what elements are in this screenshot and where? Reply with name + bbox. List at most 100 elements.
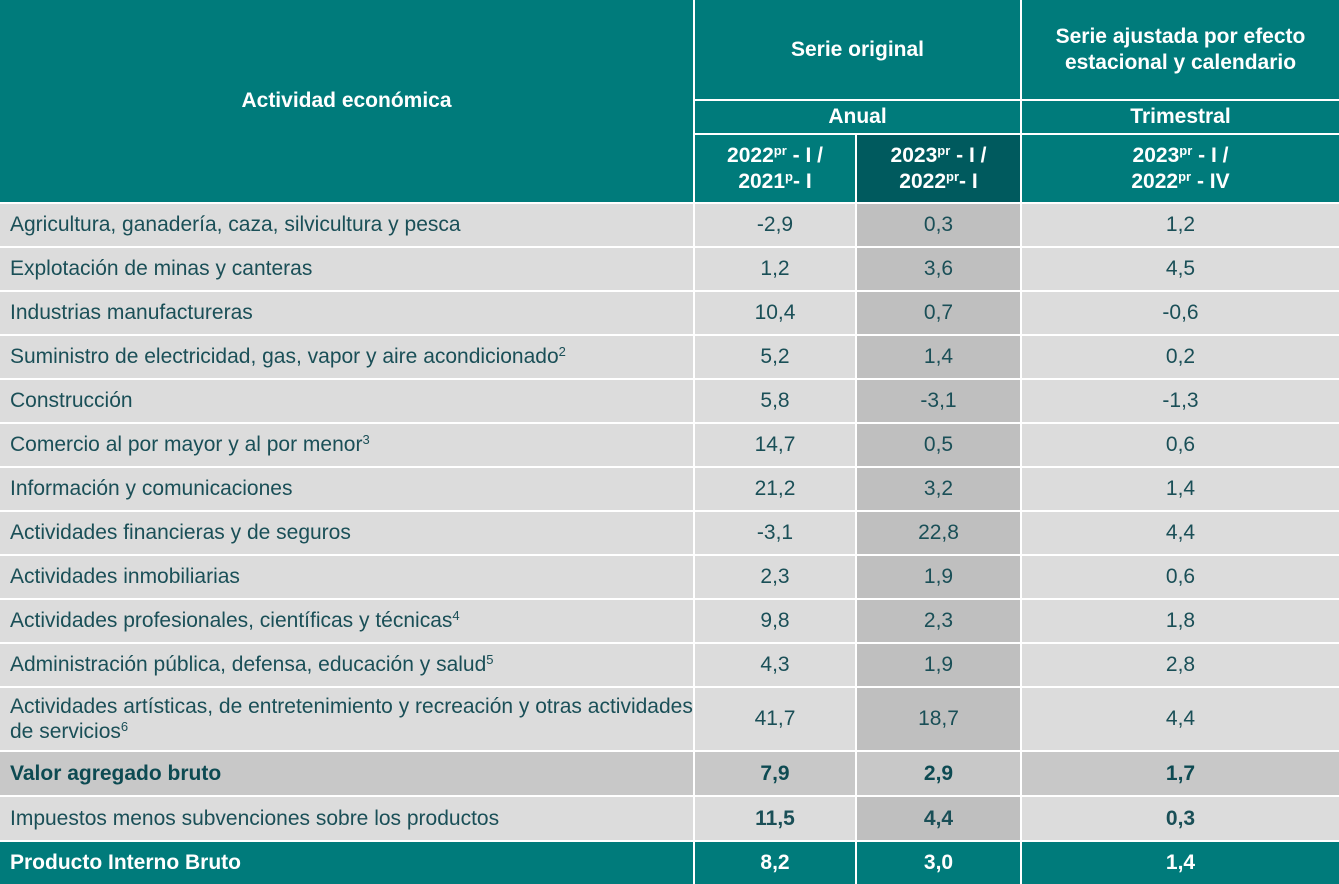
value-cell: 21,2: [695, 468, 855, 510]
value-cell: 2,9: [857, 752, 1020, 795]
row-label: Actividades inmobiliarias: [0, 556, 693, 598]
footnote-ref: 4: [452, 608, 460, 624]
value-cell: 9,8: [695, 600, 855, 642]
value-cell: 0,3: [1022, 797, 1339, 840]
value-cell: 1,9: [857, 644, 1020, 686]
value-cell: 1,9: [857, 556, 1020, 598]
value-cell: -0,6: [1022, 292, 1339, 334]
label-text: Suministro de electricidad, gas, vapor y…: [10, 344, 566, 369]
value-cell: 2,3: [695, 556, 855, 598]
footnote-ref: 5: [486, 652, 494, 668]
value-cell: 4,3: [695, 644, 855, 686]
value-cell: 1,7: [1022, 752, 1339, 795]
value-cell: 3,2: [857, 468, 1020, 510]
value-cell: 2,3: [857, 600, 1020, 642]
value-cell: 0,7: [857, 292, 1020, 334]
label-text: Construcción: [10, 389, 133, 413]
value-cell: -2,9: [695, 204, 855, 246]
value-cell: 4,4: [857, 797, 1020, 840]
superscript: pr: [1179, 143, 1193, 159]
value-cell: 10,4: [695, 292, 855, 334]
value-cell: 1,2: [1022, 204, 1339, 246]
value-cell: 41,7: [695, 688, 855, 750]
row-label: Producto Interno Bruto: [0, 842, 693, 884]
label-text: Actividades profesionales, científicas y…: [10, 608, 460, 633]
superscript: p: [785, 168, 793, 184]
label-text: Agricultura, ganadería, caza, silvicultu…: [10, 213, 461, 237]
row-label: Actividades artísticas, de entretenimien…: [0, 688, 693, 750]
value-cell: 1,4: [1022, 468, 1339, 510]
value-cell: 0,6: [1022, 424, 1339, 466]
value-cell: 0,5: [857, 424, 1020, 466]
value-cell: 14,7: [695, 424, 855, 466]
label-text: Actividades inmobiliarias: [10, 565, 240, 589]
value-cell: 5,8: [695, 380, 855, 422]
value-cell: 1,2: [695, 248, 855, 290]
header-text: 2022: [727, 144, 774, 168]
annual-header: Anual: [695, 101, 1020, 133]
value-cell: 1,4: [857, 336, 1020, 378]
activity-header: Actividad económica: [0, 0, 693, 202]
value-cell: 0,6: [1022, 556, 1339, 598]
original-header: Serie original: [695, 0, 1020, 99]
header-text: 2023: [1132, 144, 1180, 168]
row-label: Explotación de minas y canteras: [0, 248, 693, 290]
value-cell: 1,8: [1022, 600, 1339, 642]
row-label: Construcción: [0, 380, 693, 422]
header-text: 2022: [899, 169, 946, 193]
value-cell: 3,6: [857, 248, 1020, 290]
footnote-ref: 6: [120, 718, 129, 734]
header-line: 2023pr - I /: [891, 143, 987, 168]
value-cell: 3,0: [857, 842, 1020, 884]
value-cell: 1,4: [1022, 842, 1339, 884]
label-text: Impuestos menos subvenciones sobre los p…: [10, 806, 500, 830]
column-header: 2023pr - I /2022pr- I: [857, 135, 1020, 202]
label-text: Actividades artísticas, de entretenimien…: [10, 694, 693, 743]
value-cell: -1,3: [1022, 380, 1339, 422]
value-cell: -3,1: [857, 380, 1020, 422]
value-cell: 8,2: [695, 842, 855, 884]
header-text: - IV: [1191, 169, 1230, 193]
value-cell: 18,7: [857, 688, 1020, 750]
value-cell: 7,9: [695, 752, 855, 795]
superscript: pr: [1178, 168, 1192, 184]
header-line: 2023pr - I /: [1133, 143, 1229, 168]
row-label: Agricultura, ganadería, caza, silvicultu…: [0, 204, 693, 246]
header-text: 2021: [738, 169, 786, 193]
value-cell: 5,2: [695, 336, 855, 378]
header-text: 2022: [1131, 169, 1179, 193]
row-label: Suministro de electricidad, gas, vapor y…: [0, 336, 693, 378]
header-line: 2021p- I: [738, 169, 811, 194]
column-header: 2023pr - I /2022pr - IV: [1022, 135, 1339, 202]
column-header: 2022pr - I /2021p- I: [695, 135, 855, 202]
header-line: 2022pr - I /: [727, 143, 823, 168]
row-label: Industrias manufactureras: [0, 292, 693, 334]
header-text: 2023: [890, 144, 938, 168]
value-cell: 11,5: [695, 797, 855, 840]
row-label: Impuestos menos subvenciones sobre los p…: [0, 797, 693, 840]
footnote-ref: 2: [558, 344, 566, 360]
value-cell: 2,8: [1022, 644, 1339, 686]
header-text: - I /: [950, 144, 987, 168]
row-label: Administración pública, defensa, educaci…: [0, 644, 693, 686]
value-cell: 0,2: [1022, 336, 1339, 378]
row-label: Información y comunicaciones: [0, 468, 693, 510]
superscript: pr: [946, 168, 960, 184]
value-cell: -3,1: [695, 512, 855, 554]
label-text: Explotación de minas y canteras: [10, 257, 313, 281]
header-text: - I: [959, 169, 978, 193]
value-cell: 4,5: [1022, 248, 1339, 290]
label-text: Administración pública, defensa, educaci…: [10, 652, 494, 677]
label-text: Industrias manufactureras: [10, 301, 253, 325]
header-text: - I /: [786, 144, 823, 168]
header-text: - I /: [1192, 144, 1229, 168]
value-cell: 4,4: [1022, 512, 1339, 554]
row-label: Valor agregado bruto: [0, 752, 693, 795]
value-cell: 22,8: [857, 512, 1020, 554]
label-text: Producto Interno Bruto: [10, 851, 241, 875]
adjusted-header: Serie ajustada por efecto estacional y c…: [1022, 0, 1339, 99]
value-cell: 0,3: [857, 204, 1020, 246]
row-label: Actividades financieras y de seguros: [0, 512, 693, 554]
